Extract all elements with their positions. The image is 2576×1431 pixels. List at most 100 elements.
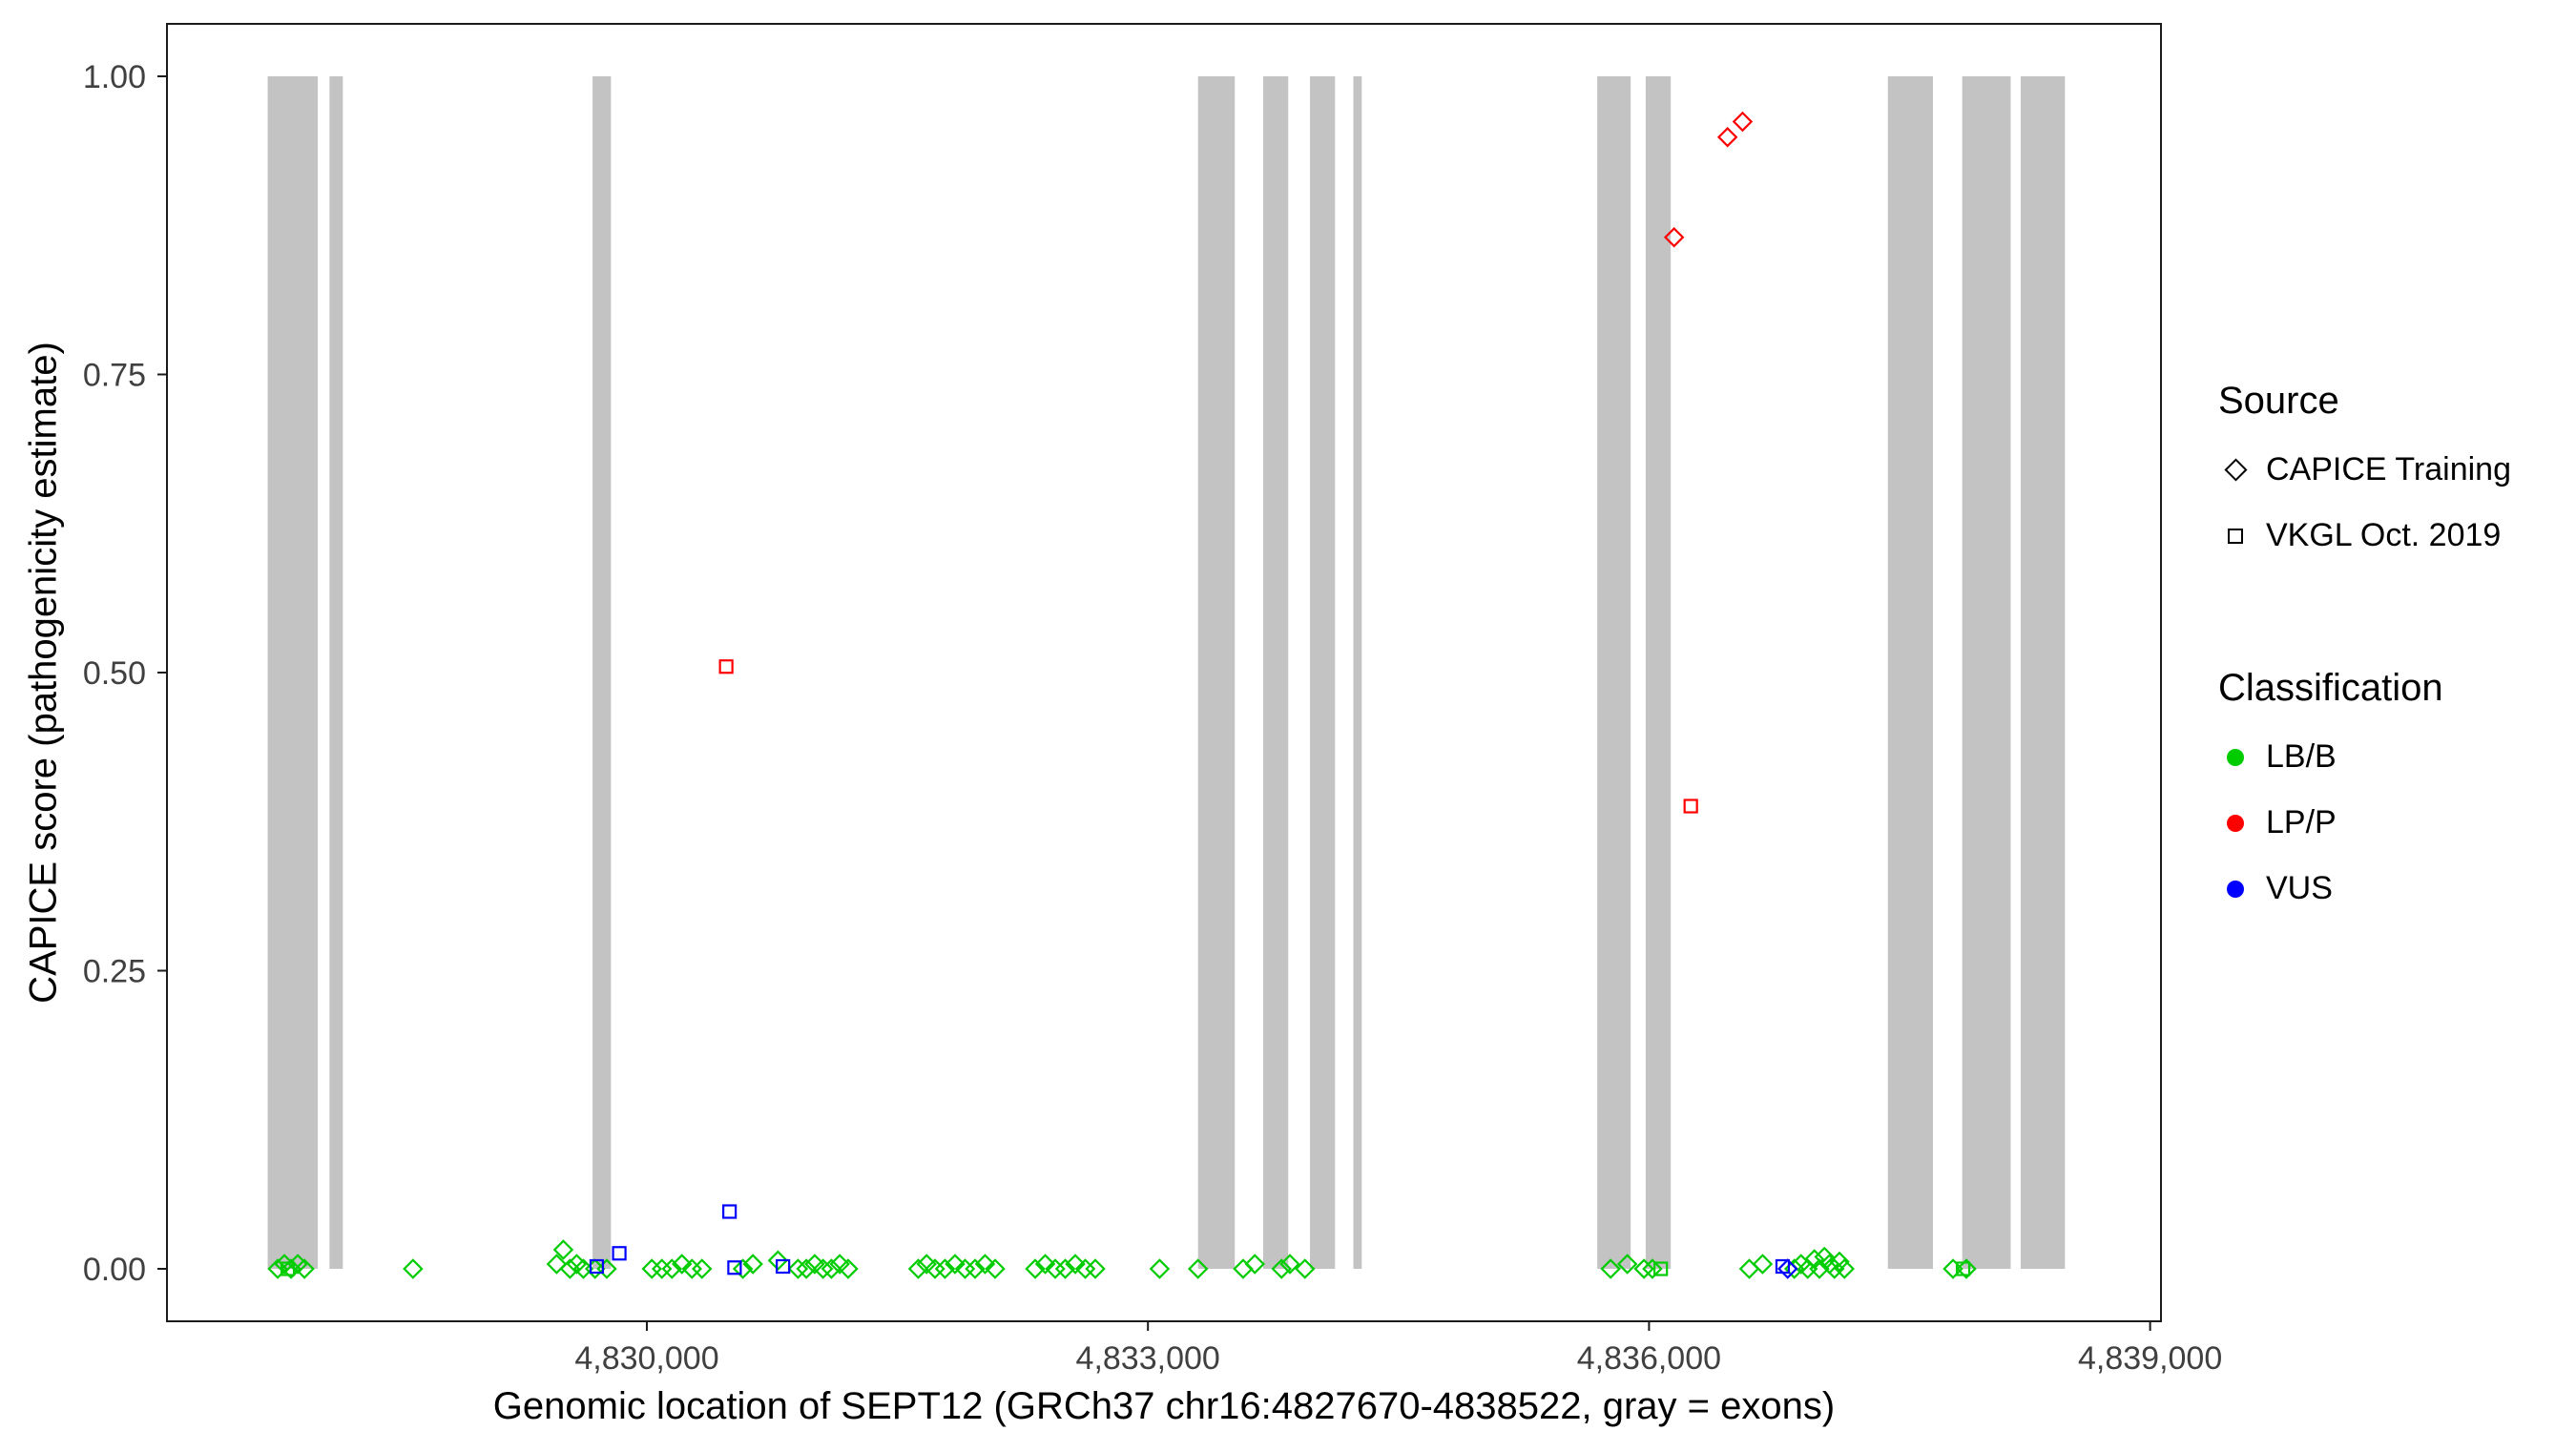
exon-bar xyxy=(1262,76,1289,1269)
data-point-diamond xyxy=(661,1258,682,1279)
data-point-diamond xyxy=(1271,1258,1292,1279)
data-point-diamond xyxy=(1149,1258,1171,1279)
data-point-diamond xyxy=(985,1258,1006,1279)
data-point-diamond xyxy=(916,1254,937,1275)
data-point-diamond xyxy=(1834,1258,1855,1279)
data-point-diamond xyxy=(1956,1258,1977,1279)
legend-item-label: VUS xyxy=(2266,870,2333,906)
y-tick-label: 0.25 xyxy=(83,954,146,990)
data-point-diamond xyxy=(1085,1258,1106,1279)
data-point-diamond xyxy=(821,1258,842,1279)
data-point-diamond xyxy=(767,1250,789,1271)
data-point-diamond xyxy=(1716,127,1738,148)
marker-cell xyxy=(2218,806,2253,840)
data-point-square xyxy=(612,1246,627,1261)
data-point-diamond xyxy=(1616,1254,1638,1275)
data-point-diamond xyxy=(274,1254,295,1275)
y-tick-label: 0.00 xyxy=(83,1252,146,1288)
data-point-diamond xyxy=(1295,1258,1316,1279)
data-point-diamond xyxy=(1025,1258,1046,1279)
legend-item-vus: VUS xyxy=(2218,870,2511,907)
data-point-diamond xyxy=(742,1254,763,1275)
legend-item-label: CAPICE Training xyxy=(2266,451,2511,487)
data-point-square xyxy=(1653,1261,1669,1276)
y-tick-label: 1.00 xyxy=(83,59,146,95)
green-circle-icon xyxy=(2227,748,2244,766)
exon-bar xyxy=(267,76,319,1269)
y-tick-label: 0.50 xyxy=(83,655,146,692)
exon-bar xyxy=(592,76,612,1269)
legend-classification-title: Classification xyxy=(2218,667,2443,709)
legend-item-lbb: LB/B xyxy=(2218,738,2511,776)
data-point-diamond xyxy=(1187,1258,1209,1279)
data-point-square xyxy=(718,659,734,674)
data-point-diamond xyxy=(572,1258,594,1279)
exon-bar xyxy=(1310,76,1336,1269)
exon-bar xyxy=(1962,76,2011,1269)
x-tick-label: 4,839,000 xyxy=(2078,1340,2222,1377)
legend: Source CAPICE Training VKGL Oct. 2019 Cl… xyxy=(2218,380,2511,936)
marker-cell xyxy=(2218,872,2253,906)
data-point-diamond xyxy=(692,1258,713,1279)
data-point-diamond xyxy=(796,1258,817,1279)
data-point-diamond xyxy=(566,1254,588,1275)
legend-item-capice-training: CAPICE Training xyxy=(2218,451,2511,488)
data-point-diamond xyxy=(1752,1254,1774,1275)
legend-item-lpp: LP/P xyxy=(2218,804,2511,841)
data-point-diamond xyxy=(945,1254,966,1275)
data-point-diamond xyxy=(1776,1258,1798,1279)
data-point-diamond xyxy=(1829,1251,1850,1273)
data-point-diamond xyxy=(403,1258,424,1279)
y-axis-title: CAPICE score (pathogenicity estimate) xyxy=(22,342,65,1004)
data-point-square xyxy=(776,1258,791,1275)
data-point-diamond xyxy=(287,1254,308,1275)
x-tick-label: 4,836,000 xyxy=(1577,1340,1721,1377)
data-point-square xyxy=(727,1260,742,1275)
legend-source-title: Source xyxy=(2218,380,2339,422)
blue-circle-icon xyxy=(2227,880,2244,898)
data-point-diamond xyxy=(1814,1246,1835,1268)
data-point-diamond xyxy=(838,1258,859,1279)
data-point-diamond xyxy=(1783,1258,1805,1279)
data-point-diamond xyxy=(934,1258,956,1279)
exon-bar xyxy=(1197,76,1236,1269)
x-axis-title: Genomic location of SEPT12 (GRCh37 chr16… xyxy=(492,1385,1836,1427)
legend-item-label: VKGL Oct. 2019 xyxy=(2266,517,2502,553)
data-point-diamond xyxy=(965,1258,986,1279)
data-point-diamond xyxy=(1065,1254,1086,1275)
data-point-diamond xyxy=(552,1239,574,1260)
exon-bar xyxy=(1887,76,1934,1269)
data-point-diamond xyxy=(1034,1254,1056,1275)
data-point-diamond xyxy=(974,1254,996,1275)
exon-bar xyxy=(1597,76,1631,1269)
x-tick-label: 4,830,000 xyxy=(574,1340,718,1377)
marker-cell xyxy=(2218,740,2253,775)
legend-item-label: LP/P xyxy=(2266,804,2337,840)
data-point-square xyxy=(1683,798,1698,814)
data-point-diamond xyxy=(829,1254,850,1275)
legend-item-label: LB/B xyxy=(2266,738,2337,775)
legend-item-vkgl: VKGL Oct. 2019 xyxy=(2218,517,2511,554)
y-tick-label: 0.75 xyxy=(83,358,146,394)
data-point-diamond xyxy=(907,1258,929,1279)
data-point-diamond xyxy=(559,1258,581,1279)
open-square-icon xyxy=(2228,528,2243,544)
data-point-diamond xyxy=(671,1254,693,1275)
red-circle-icon xyxy=(2227,814,2244,832)
exon-bar xyxy=(1353,76,1362,1269)
data-point-diamond xyxy=(280,1258,301,1279)
data-point-diamond xyxy=(294,1258,315,1279)
exon-bar xyxy=(329,76,343,1269)
data-point-square xyxy=(589,1258,605,1275)
marker-cell xyxy=(2218,453,2253,487)
data-point-diamond xyxy=(804,1254,825,1275)
exon-bar xyxy=(2020,76,2066,1269)
legend-source: Source CAPICE Training VKGL Oct. 2019 xyxy=(2218,380,2511,554)
legend-classification: Classification LB/B LP/P VUS xyxy=(2218,667,2511,907)
data-point-square xyxy=(722,1204,737,1219)
marker-cell xyxy=(2218,519,2253,553)
data-point-diamond xyxy=(1642,1258,1663,1279)
data-point-diamond xyxy=(1663,227,1685,248)
data-point-diamond xyxy=(1732,111,1754,133)
